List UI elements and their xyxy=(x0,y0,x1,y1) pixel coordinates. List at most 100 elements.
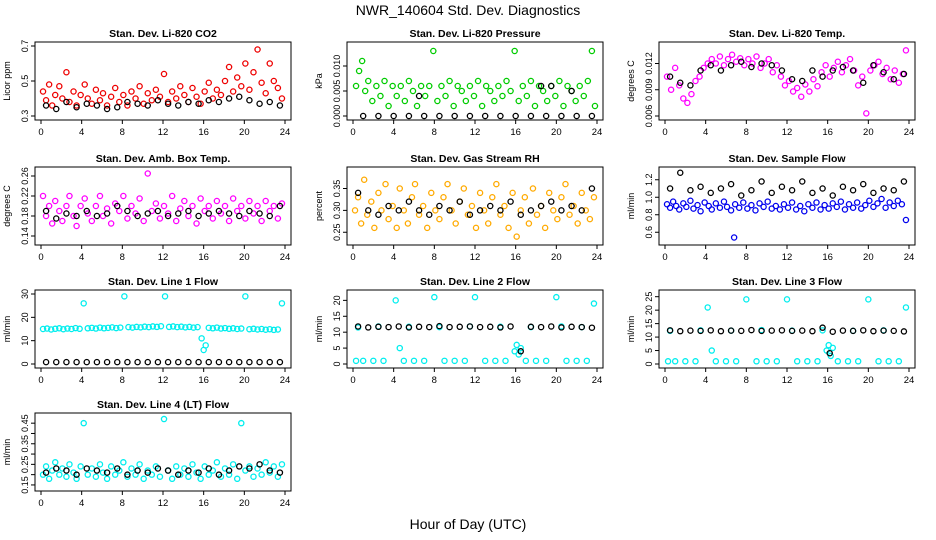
data-point xyxy=(250,69,257,76)
data-point xyxy=(537,82,545,90)
data-point xyxy=(48,220,56,227)
data-point xyxy=(124,358,131,366)
data-point xyxy=(497,207,504,214)
data-point xyxy=(898,200,906,208)
data-point xyxy=(233,475,241,483)
x-tick-label: 8 xyxy=(744,252,749,263)
data-point xyxy=(225,358,233,366)
x-tick-label: 24 xyxy=(280,127,291,138)
data-point xyxy=(205,210,212,217)
data-point xyxy=(385,215,392,223)
data-point xyxy=(862,201,869,209)
data-point xyxy=(760,203,767,211)
data-point xyxy=(43,325,51,332)
data-point xyxy=(205,471,212,478)
data-point xyxy=(134,212,141,220)
data-point xyxy=(42,97,50,104)
data-point xyxy=(799,327,806,334)
data-point xyxy=(111,84,119,92)
data-point xyxy=(51,197,59,205)
data-point xyxy=(563,357,570,365)
data-point xyxy=(541,224,549,232)
data-point xyxy=(154,97,162,104)
data-point xyxy=(262,90,269,97)
x-tick-label: 12 xyxy=(158,252,169,263)
chart-title: Stan. Dev. Sample Flow xyxy=(728,153,846,165)
x-tick-label: 0 xyxy=(350,375,355,386)
data-point xyxy=(428,189,435,197)
data-point xyxy=(270,77,278,85)
data-point xyxy=(738,192,745,199)
data-point xyxy=(436,112,443,120)
y-tick-label: 0.5 xyxy=(20,75,30,88)
y-tick-label: 1.0 xyxy=(644,191,654,204)
data-point xyxy=(476,207,484,214)
data-point xyxy=(696,73,703,80)
data-point xyxy=(256,210,263,217)
data-point xyxy=(663,73,671,80)
y-tick-label: 5 xyxy=(644,348,654,353)
data-point xyxy=(266,325,273,333)
data-point xyxy=(841,206,849,213)
data-point xyxy=(262,326,269,333)
data-point xyxy=(677,79,684,87)
data-point xyxy=(758,178,765,185)
data-point xyxy=(73,104,80,111)
data-point xyxy=(826,73,833,80)
data-point xyxy=(415,92,423,100)
data-point xyxy=(157,322,165,330)
data-point xyxy=(717,67,725,74)
data-point xyxy=(56,83,63,90)
data-point xyxy=(266,358,273,366)
data-point xyxy=(141,323,148,330)
data-point xyxy=(235,463,243,470)
data-point xyxy=(529,185,537,192)
data-point xyxy=(853,199,861,206)
data-point xyxy=(128,88,135,95)
data-point xyxy=(270,202,278,210)
data-point xyxy=(213,459,221,466)
data-point xyxy=(136,461,143,468)
data-point xyxy=(578,207,586,214)
y-axis-label: ml/min xyxy=(314,316,324,343)
data-point xyxy=(225,471,233,478)
data-point xyxy=(588,324,596,331)
data-point xyxy=(378,207,385,214)
data-point xyxy=(849,186,857,194)
data-point xyxy=(578,323,586,331)
data-point xyxy=(810,76,817,83)
data-point xyxy=(246,207,253,215)
data-point xyxy=(96,324,104,331)
data-point xyxy=(136,83,143,90)
data-point xyxy=(63,98,70,106)
y-tick-label: 0.35 xyxy=(20,435,30,453)
x-tick-label: 4 xyxy=(703,375,708,386)
data-point xyxy=(671,64,679,72)
data-point xyxy=(408,193,416,201)
data-point xyxy=(80,419,87,427)
data-point xyxy=(195,212,202,220)
data-point xyxy=(727,327,735,334)
data-point xyxy=(120,192,127,200)
data-point xyxy=(205,79,212,87)
x-tick-label: 12 xyxy=(158,375,169,386)
data-point xyxy=(185,473,192,480)
data-point xyxy=(108,324,116,331)
data-point xyxy=(66,192,73,200)
data-point xyxy=(813,199,820,206)
data-point xyxy=(890,327,898,335)
data-point xyxy=(164,210,172,217)
data-point xyxy=(690,205,697,212)
data-point xyxy=(381,77,388,85)
data-point xyxy=(778,183,786,190)
y-tick-label: 0.005 xyxy=(332,80,342,103)
data-point xyxy=(799,178,806,185)
data-point xyxy=(45,81,53,88)
data-point xyxy=(584,77,592,85)
data-point xyxy=(154,465,162,472)
data-point xyxy=(532,357,540,365)
data-point xyxy=(476,323,484,331)
y-axis-label: ml/min xyxy=(2,316,12,343)
data-point xyxy=(717,327,725,335)
x-tick-label: 12 xyxy=(470,252,481,263)
